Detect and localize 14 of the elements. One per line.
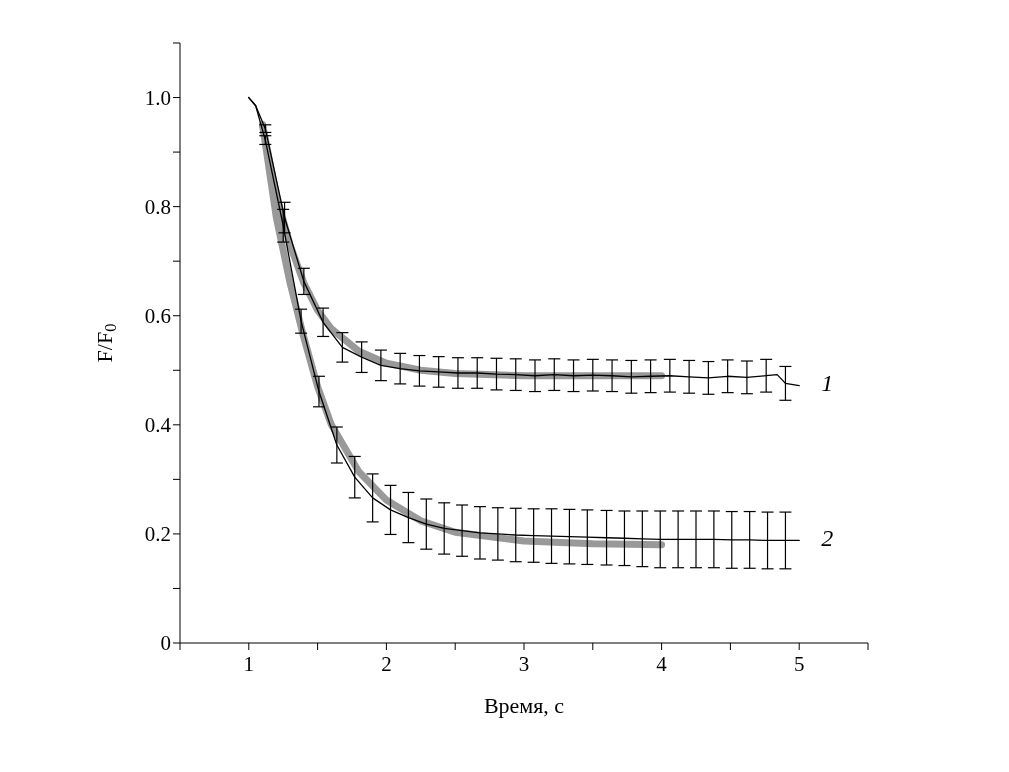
x-tick-label: 5 <box>793 651 805 676</box>
x-tick-label: 1 <box>243 651 255 676</box>
series-label: 2 <box>821 524 834 551</box>
x-tick-label: 3 <box>518 651 530 676</box>
y-tick-label: 0 <box>160 631 171 656</box>
y-tick-label: 0.2 <box>144 522 171 547</box>
series-label: 1 <box>821 370 834 397</box>
y-tick-label: 1.0 <box>144 86 171 110</box>
y-tick-label: 0.4 <box>144 413 172 438</box>
y-tick-label: 0.6 <box>144 304 171 329</box>
y-tick-label: 0.8 <box>144 195 171 220</box>
x-axis-title: Время, с <box>483 693 565 718</box>
x-tick-label: 4 <box>656 651 668 676</box>
x-tick-label: 2 <box>381 651 392 676</box>
